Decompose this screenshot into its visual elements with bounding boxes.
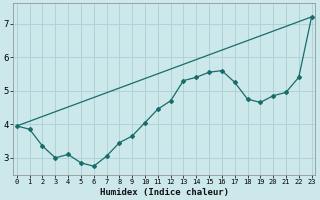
X-axis label: Humidex (Indice chaleur): Humidex (Indice chaleur) bbox=[100, 188, 229, 197]
